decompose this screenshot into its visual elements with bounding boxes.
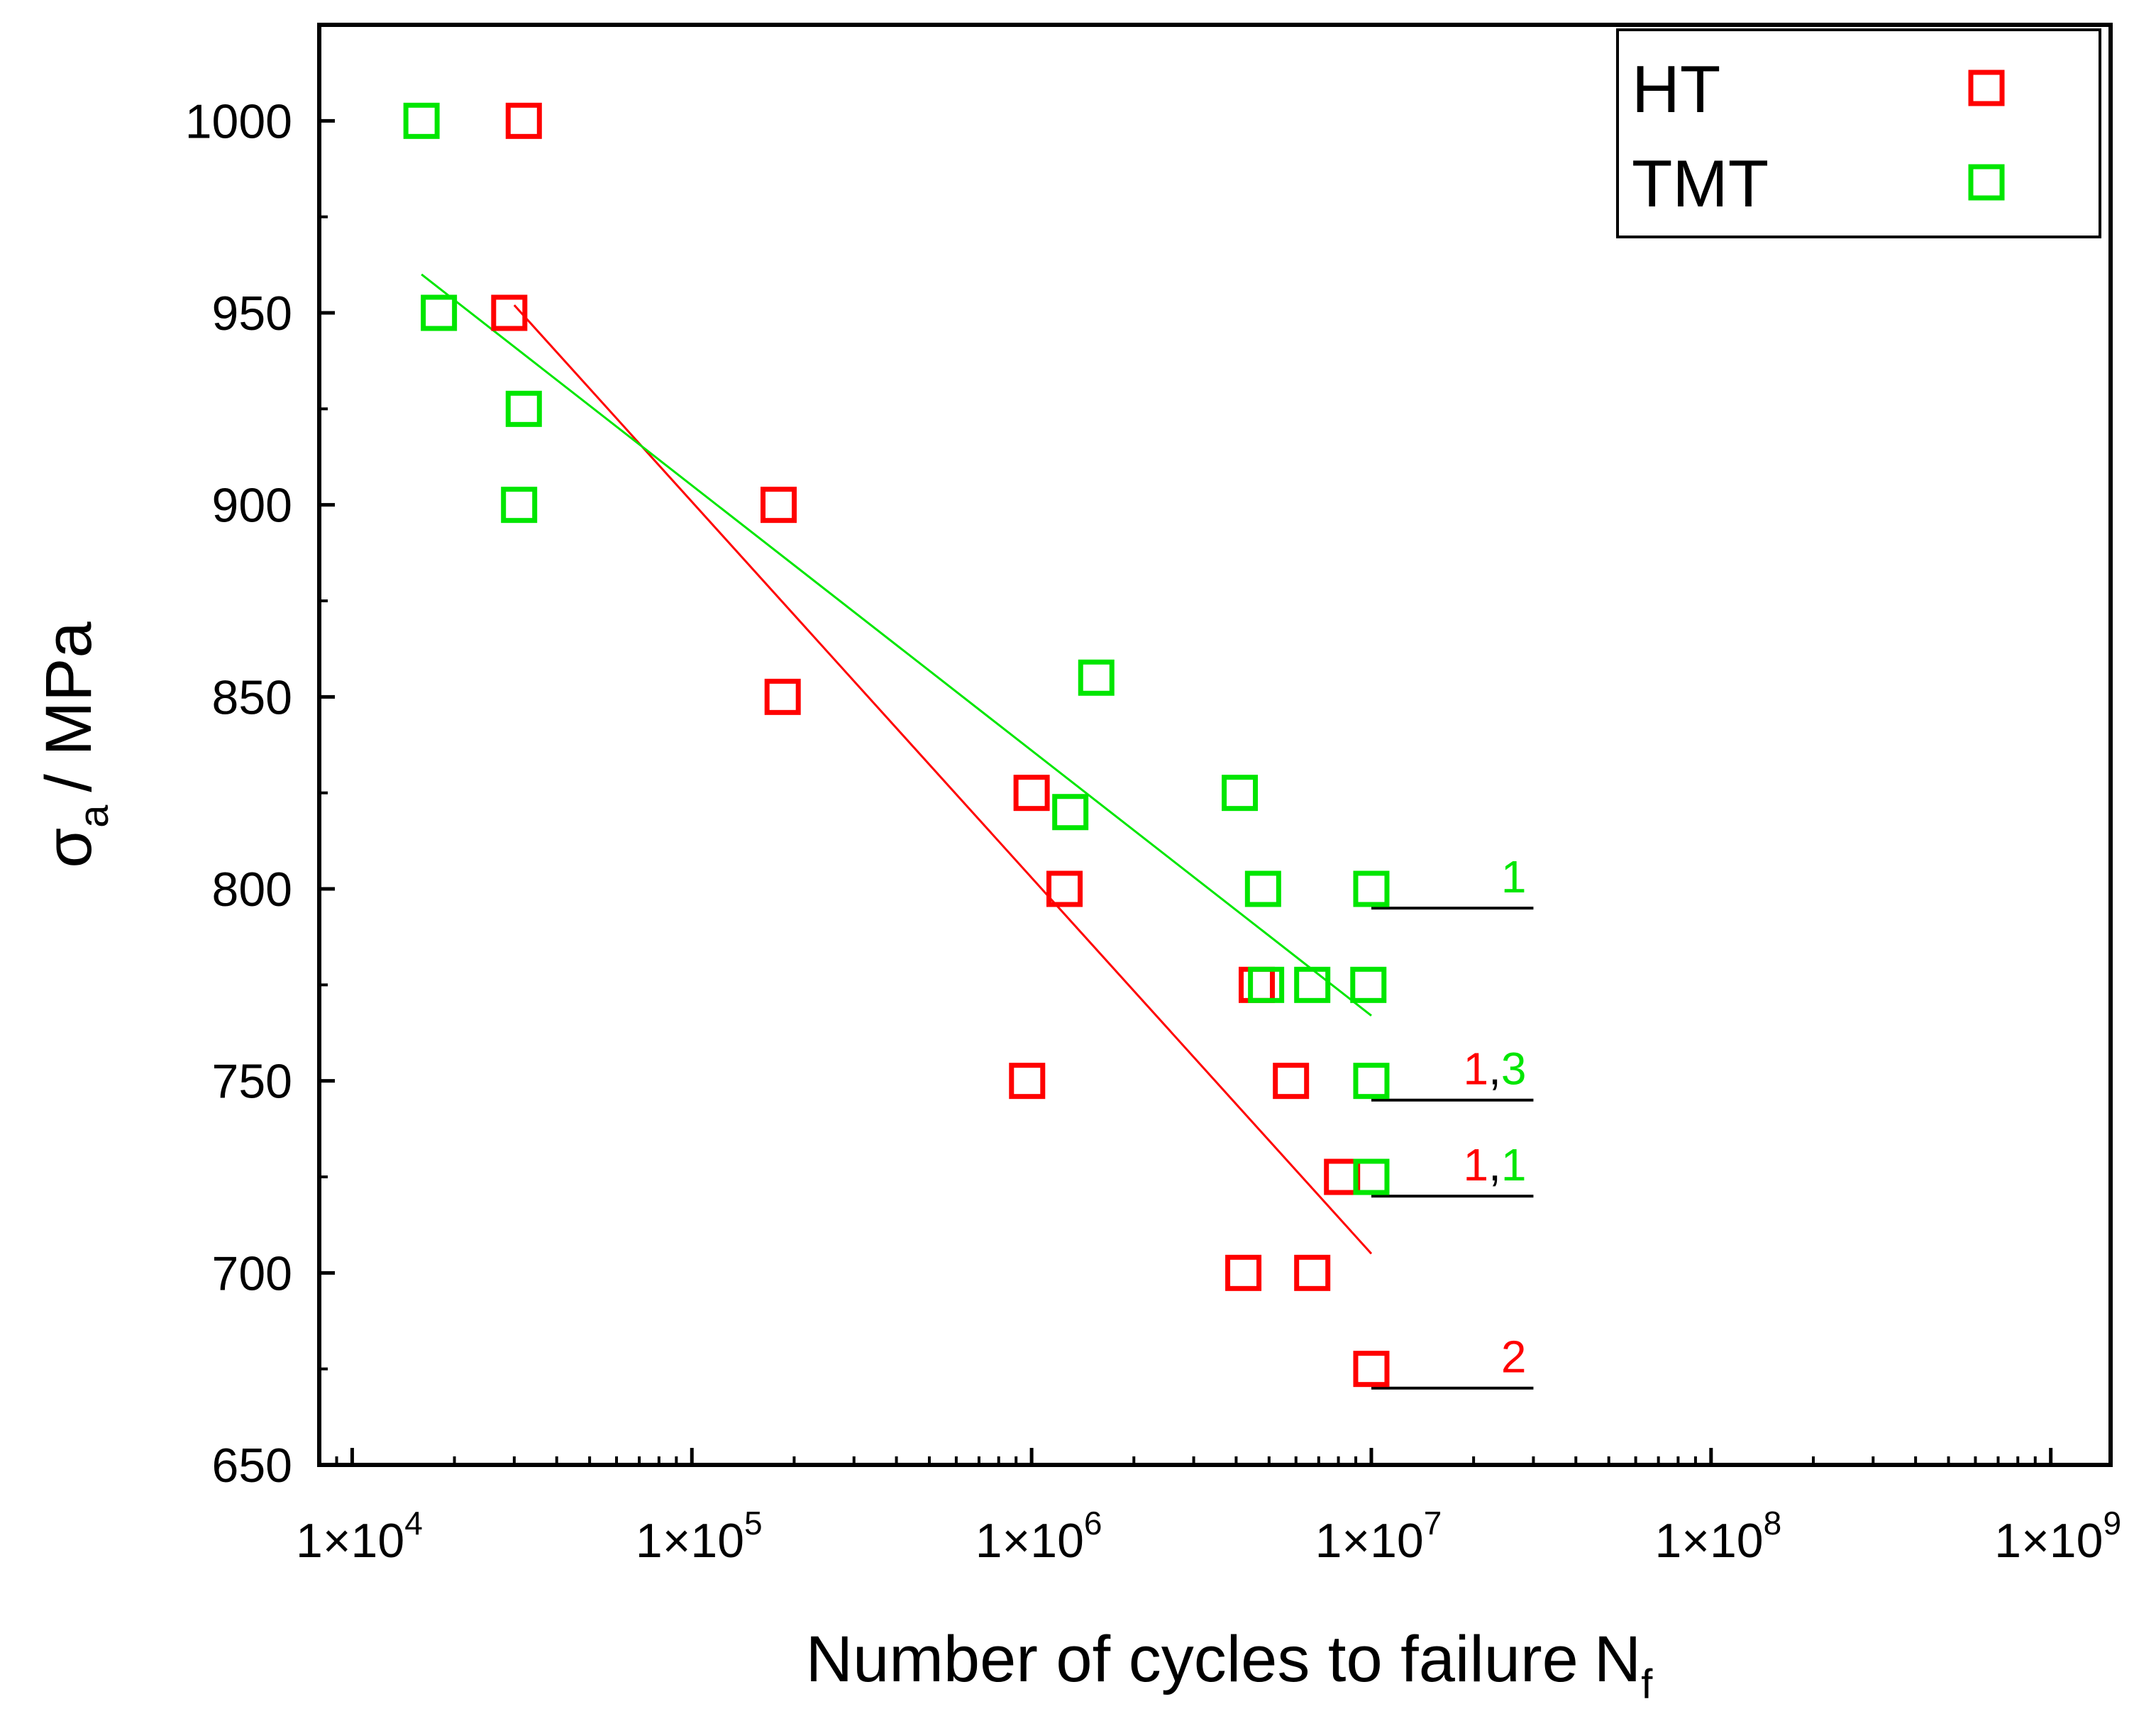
x-tick-label: 1×109: [1994, 1505, 2121, 1568]
x-axis-title-subscript: f: [1641, 1661, 1653, 1708]
point-tmt: [1244, 870, 1281, 907]
point-ht: [491, 294, 528, 331]
y-tick-label: 950: [212, 287, 292, 341]
data-points: [403, 102, 1390, 1388]
x-tick-exponent: 5: [744, 1505, 763, 1542]
y-tick-label: 750: [212, 1055, 292, 1109]
point-ht: [1225, 1254, 1262, 1291]
point-tmt: [1350, 966, 1387, 1003]
x-tick-label: 1×107: [1315, 1505, 1442, 1568]
point-ht: [1046, 870, 1083, 907]
y-tick-label: 700: [212, 1246, 292, 1300]
x-axis-title-text: Number of cycles to failure: [806, 1623, 1579, 1695]
legend-marker-ht: [1968, 70, 2005, 106]
x-tick-mantissa: 1×10: [1654, 1514, 1763, 1568]
point-tmt: [1353, 1063, 1390, 1100]
runout-label: 1,1: [1463, 1139, 1526, 1190]
y-axis-title-subscript: a: [71, 804, 117, 828]
legend-label-ht: HT: [1632, 52, 1720, 126]
runout-label-part: ,: [1488, 1139, 1501, 1190]
runout-label: 1: [1501, 851, 1527, 902]
legend-label-tmt: TMT: [1632, 146, 1769, 221]
x-tick-mantissa: 1×10: [636, 1514, 744, 1568]
x-tick-label: 1×106: [975, 1505, 1102, 1568]
fit-lines: [421, 273, 1373, 1255]
runout-label-part: 2: [1501, 1332, 1527, 1383]
point-ht: [1009, 1063, 1046, 1100]
y-axis-title: σa / MPa: [33, 621, 117, 868]
y-axis-title-symbol: σ: [33, 828, 105, 868]
x-tick-mantissa: 1×10: [296, 1514, 404, 1568]
point-tmt: [1222, 775, 1259, 812]
legend-box: [1616, 28, 2101, 238]
tick-marks: [318, 118, 2053, 1467]
point-tmt: [505, 390, 542, 427]
y-tick-label: 900: [212, 479, 292, 533]
runout-label-part: 1: [1501, 851, 1527, 902]
x-tick-mantissa: 1×10: [975, 1514, 1084, 1568]
fit-line-tmt: [421, 273, 1372, 1017]
point-ht: [1013, 775, 1050, 812]
point-ht: [1353, 1351, 1390, 1388]
runout-label-part: 3: [1501, 1044, 1527, 1095]
x-tick-exponent: 7: [1424, 1505, 1442, 1542]
point-tmt: [1294, 966, 1331, 1003]
x-tick-mantissa: 1×10: [1994, 1514, 2103, 1568]
legend: HT TMT: [1616, 28, 2101, 238]
x-axis-title: Number of cycles to failure Nf: [806, 1623, 1654, 1708]
runout-label-part: 1: [1463, 1139, 1488, 1190]
x-tick-mantissa: 1×10: [1315, 1514, 1424, 1568]
runout-label: 2: [1501, 1332, 1527, 1383]
point-ht: [1324, 1158, 1361, 1195]
runout-annotations: 11,31,12: [1371, 851, 1534, 1390]
y-axis-title-text: / MPa: [33, 621, 105, 792]
runout-label-part: 1: [1463, 1044, 1488, 1095]
point-ht: [1238, 966, 1275, 1003]
point-tmt: [403, 102, 440, 139]
x-axis-title-symbol: N: [1594, 1623, 1641, 1695]
plot-frame: [317, 23, 2113, 1467]
x-tick-label: 1×105: [636, 1505, 763, 1568]
fit-line-ht: [513, 304, 1373, 1255]
point-tmt: [1078, 659, 1115, 696]
point-tmt: [1052, 794, 1089, 831]
legend-marker-tmt: [1968, 164, 2005, 201]
x-tick-exponent: 4: [404, 1505, 423, 1542]
x-tick-exponent: 9: [2103, 1505, 2121, 1542]
y-tick-label: 850: [212, 670, 292, 724]
runout-label-part: ,: [1488, 1044, 1501, 1095]
y-tick-label: 650: [212, 1439, 292, 1493]
point-ht: [505, 102, 542, 139]
x-tick-label: 1×104: [296, 1505, 423, 1568]
point-tmt: [1353, 1158, 1390, 1195]
x-tick-exponent: 8: [1764, 1505, 1782, 1542]
y-tick-label: 800: [212, 863, 292, 917]
x-tick-exponent: 6: [1084, 1505, 1102, 1542]
point-ht: [760, 487, 797, 524]
point-ht: [764, 678, 801, 715]
point-tmt: [501, 487, 538, 524]
runout-label-part: 1: [1501, 1139, 1527, 1190]
y-tick-label: 1000: [185, 94, 292, 148]
point-tmt: [1353, 870, 1390, 907]
runout-label: 1,3: [1463, 1044, 1526, 1095]
point-tmt: [421, 294, 458, 331]
point-ht: [1273, 1063, 1310, 1100]
point-ht: [1294, 1254, 1331, 1291]
point-tmt: [1248, 966, 1285, 1003]
x-tick-label: 1×108: [1654, 1505, 1781, 1568]
